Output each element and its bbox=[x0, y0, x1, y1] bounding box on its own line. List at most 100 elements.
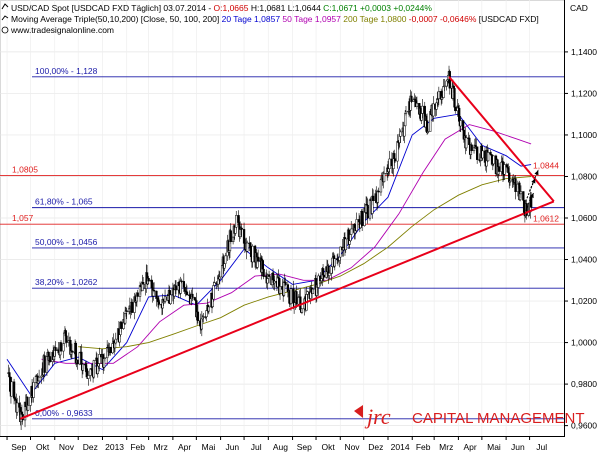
candle-body bbox=[180, 280, 183, 282]
header-icon bbox=[1, 3, 9, 34]
candle-body bbox=[432, 103, 435, 117]
candle-body bbox=[103, 357, 106, 359]
trendline bbox=[448, 76, 555, 203]
brand-logo: jrc CAPITAL MANAGEMENT bbox=[354, 404, 585, 429]
fib-level-label: 100,00% - 1,128 bbox=[35, 66, 98, 76]
candle-body bbox=[300, 308, 304, 313]
y-tick-label: 1,1200 bbox=[571, 88, 597, 98]
x-tick-label: 2014 bbox=[391, 442, 410, 452]
gridlines bbox=[0, 0, 564, 436]
fib-level-label: 50,00% - 1,0456 bbox=[35, 237, 98, 247]
price-annotation: 1,0844 bbox=[533, 160, 559, 170]
candle-body bbox=[492, 155, 495, 165]
candle-body bbox=[218, 276, 221, 280]
candle-body bbox=[453, 88, 456, 108]
x-tick-label: Apr bbox=[464, 442, 477, 452]
brand-mark-icon bbox=[354, 405, 363, 418]
candle-body bbox=[235, 215, 238, 228]
candle-body bbox=[443, 85, 446, 88]
header-line-3: www.tradesignalonline.com bbox=[10, 25, 114, 35]
candle-body bbox=[508, 180, 512, 183]
candle-body bbox=[98, 354, 101, 364]
header-segment: -0,0007 -0,0646% bbox=[406, 14, 476, 24]
candle-body bbox=[59, 342, 63, 352]
candle-body bbox=[76, 359, 79, 365]
x-tick-label: Feb bbox=[416, 442, 431, 452]
candle-body bbox=[213, 282, 216, 286]
candle-body bbox=[10, 381, 13, 397]
candle-body bbox=[322, 274, 326, 278]
fib-level-label: 38,20% - 1,0262 bbox=[35, 277, 98, 287]
y-tick-labels: 1,1400 1,1200 1,1000 1,0800 1,0600 1,0400 1,02… bbox=[564, 47, 597, 431]
price-annotation: 1,0612 bbox=[533, 214, 559, 224]
candle-body bbox=[136, 292, 139, 297]
arrow-head-icon bbox=[534, 170, 539, 176]
candle-body bbox=[508, 172, 511, 183]
candle-body bbox=[388, 158, 391, 169]
brand-mark: jrc bbox=[364, 404, 391, 429]
candle-body bbox=[87, 375, 90, 379]
x-tick-labels: Sep Okt Nov Dez 2013 Feb Mrz Apr Mai Jun Jul Aug Sep… bbox=[6, 436, 547, 452]
forecast-arrows bbox=[523, 170, 539, 215]
candle-body bbox=[415, 103, 419, 108]
candle-body bbox=[503, 164, 506, 175]
candle-body bbox=[306, 291, 309, 295]
candle-body bbox=[114, 338, 117, 344]
fibonacci-levels: 100,00% - 1,128 61,80% - 1,065 50,00% - 1,… bbox=[32, 66, 564, 420]
candle-body bbox=[403, 125, 406, 137]
arrow-head-icon bbox=[529, 193, 534, 199]
candle-body bbox=[169, 294, 172, 305]
x-tick-label: Nov bbox=[344, 442, 360, 452]
candle-body bbox=[54, 347, 57, 351]
candle-body bbox=[81, 363, 85, 371]
candle-body bbox=[376, 190, 379, 203]
candle-body bbox=[410, 95, 413, 102]
y-tick-label: 1,0800 bbox=[571, 171, 597, 181]
candle-body bbox=[461, 120, 465, 131]
x-tick-label: Mrz bbox=[154, 442, 168, 452]
moving-average-line bbox=[78, 176, 532, 350]
candle-body bbox=[344, 238, 347, 251]
price-level-label: 1,0805 bbox=[12, 164, 38, 174]
candle-body bbox=[529, 196, 533, 208]
candle-body bbox=[350, 228, 353, 235]
candle-body bbox=[174, 285, 178, 291]
candle-body bbox=[262, 268, 265, 277]
candle-body bbox=[212, 285, 215, 300]
trendlines bbox=[19, 76, 555, 420]
x-tick-label: Okt bbox=[322, 442, 336, 452]
y-tick-label: 1,1000 bbox=[571, 130, 597, 140]
x-tick-label: Aug bbox=[273, 442, 288, 452]
header-segment: Moving Average Triple(50,10,200) [Close,… bbox=[11, 14, 222, 24]
candle-body bbox=[251, 245, 254, 263]
candle-body bbox=[125, 310, 128, 312]
candle-body bbox=[317, 275, 320, 288]
candle-body bbox=[92, 360, 96, 378]
fib-level-label: 0,00% - 0,9633 bbox=[35, 408, 93, 418]
x-tick-label: Nov bbox=[59, 442, 75, 452]
candle-body bbox=[70, 350, 74, 353]
x-tick-label: Okt bbox=[36, 442, 50, 452]
candle-body bbox=[295, 291, 298, 305]
x-tick-label: Mai bbox=[487, 442, 501, 452]
header-segment: 20 Tage 1,0857 bbox=[222, 14, 281, 24]
candle-body bbox=[421, 105, 424, 114]
candle-body bbox=[328, 272, 331, 276]
header-segment: 50 Tage 1,0957 bbox=[280, 14, 341, 24]
candle-body bbox=[266, 278, 269, 284]
candle-body bbox=[109, 346, 112, 354]
y-tick-label: 1,0400 bbox=[571, 255, 597, 265]
y-tick-label: 0,9800 bbox=[571, 379, 597, 389]
price-level-label: 1,057 bbox=[12, 213, 34, 223]
candle-body bbox=[158, 303, 161, 306]
candle-body bbox=[454, 106, 457, 112]
x-tick-label: 2013 bbox=[105, 442, 124, 452]
header-segment: C:1,0671 +0,0003 +0,0244% bbox=[323, 3, 432, 13]
header-segment: USD/CAD Spot [USDCAD FXD Täglich] 03.07.… bbox=[11, 3, 214, 13]
y-tick-label: 1,0000 bbox=[571, 338, 597, 348]
candle-body bbox=[361, 211, 364, 226]
price-annotations: 1,0844 1,0612 bbox=[533, 160, 559, 223]
candle-body bbox=[229, 230, 232, 242]
candle-body bbox=[37, 376, 41, 382]
